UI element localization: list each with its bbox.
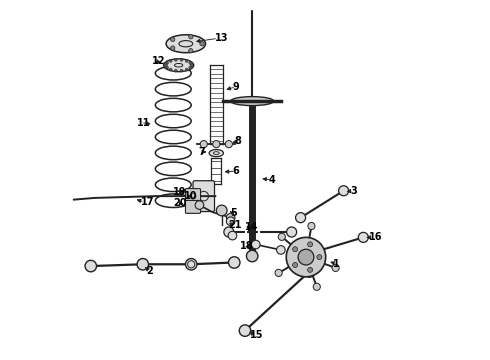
Text: 2: 2 bbox=[147, 266, 153, 276]
Circle shape bbox=[246, 250, 258, 262]
Circle shape bbox=[332, 264, 339, 271]
Text: 7: 7 bbox=[198, 147, 205, 157]
Text: 12: 12 bbox=[152, 56, 165, 66]
Ellipse shape bbox=[164, 59, 194, 72]
Circle shape bbox=[189, 66, 192, 69]
Circle shape bbox=[171, 37, 175, 41]
Circle shape bbox=[313, 283, 320, 291]
Circle shape bbox=[169, 68, 172, 71]
Circle shape bbox=[317, 255, 322, 260]
Circle shape bbox=[276, 246, 285, 254]
Circle shape bbox=[174, 58, 177, 61]
Ellipse shape bbox=[231, 96, 274, 105]
Circle shape bbox=[185, 68, 188, 71]
Circle shape bbox=[200, 140, 207, 148]
Circle shape bbox=[180, 58, 183, 61]
Circle shape bbox=[295, 213, 306, 223]
Text: 3: 3 bbox=[350, 186, 357, 196]
Text: 19: 19 bbox=[173, 187, 187, 197]
Circle shape bbox=[224, 227, 234, 237]
Circle shape bbox=[239, 325, 251, 336]
Text: 15: 15 bbox=[250, 330, 264, 340]
Circle shape bbox=[339, 186, 349, 196]
Circle shape bbox=[169, 59, 172, 62]
Text: 11: 11 bbox=[137, 118, 151, 128]
FancyBboxPatch shape bbox=[186, 189, 200, 204]
Text: 1: 1 bbox=[333, 259, 340, 269]
Circle shape bbox=[189, 49, 193, 53]
FancyBboxPatch shape bbox=[193, 181, 215, 212]
Circle shape bbox=[190, 64, 193, 67]
Circle shape bbox=[304, 248, 315, 258]
Circle shape bbox=[293, 247, 297, 252]
Text: 16: 16 bbox=[368, 232, 382, 242]
Text: 9: 9 bbox=[232, 82, 239, 92]
Circle shape bbox=[137, 258, 148, 270]
Circle shape bbox=[195, 201, 204, 210]
FancyBboxPatch shape bbox=[186, 201, 200, 213]
Circle shape bbox=[186, 258, 197, 270]
Circle shape bbox=[308, 242, 313, 247]
Text: 14: 14 bbox=[245, 222, 259, 232]
Text: 20: 20 bbox=[173, 198, 187, 208]
Circle shape bbox=[308, 222, 315, 230]
Circle shape bbox=[171, 46, 175, 50]
Ellipse shape bbox=[166, 35, 205, 53]
Circle shape bbox=[228, 257, 240, 268]
Circle shape bbox=[293, 262, 297, 267]
Circle shape bbox=[200, 41, 204, 46]
Text: 6: 6 bbox=[232, 166, 239, 176]
Circle shape bbox=[251, 240, 260, 249]
Text: 17: 17 bbox=[141, 197, 154, 207]
Circle shape bbox=[304, 266, 315, 277]
Circle shape bbox=[286, 237, 326, 277]
Text: 10: 10 bbox=[184, 191, 197, 201]
Circle shape bbox=[189, 62, 192, 64]
Circle shape bbox=[185, 59, 188, 62]
Circle shape bbox=[308, 267, 313, 273]
Circle shape bbox=[298, 249, 314, 265]
Circle shape bbox=[180, 69, 183, 72]
Circle shape bbox=[166, 66, 169, 69]
Text: 4: 4 bbox=[269, 175, 275, 185]
Circle shape bbox=[216, 205, 227, 216]
Text: 13: 13 bbox=[215, 33, 228, 43]
Ellipse shape bbox=[209, 149, 223, 157]
Circle shape bbox=[228, 231, 237, 240]
Text: 21: 21 bbox=[228, 220, 241, 230]
Circle shape bbox=[287, 227, 296, 237]
Circle shape bbox=[165, 64, 167, 67]
Circle shape bbox=[213, 140, 220, 148]
Circle shape bbox=[225, 140, 232, 148]
Text: 8: 8 bbox=[234, 136, 241, 146]
Circle shape bbox=[174, 69, 177, 72]
Circle shape bbox=[358, 232, 368, 242]
Circle shape bbox=[189, 35, 193, 39]
Text: 18: 18 bbox=[240, 241, 253, 251]
Circle shape bbox=[278, 233, 285, 240]
Circle shape bbox=[275, 269, 282, 276]
Circle shape bbox=[226, 217, 235, 226]
Circle shape bbox=[166, 62, 169, 64]
Text: 5: 5 bbox=[230, 208, 237, 218]
Circle shape bbox=[85, 260, 97, 272]
Circle shape bbox=[226, 213, 235, 222]
